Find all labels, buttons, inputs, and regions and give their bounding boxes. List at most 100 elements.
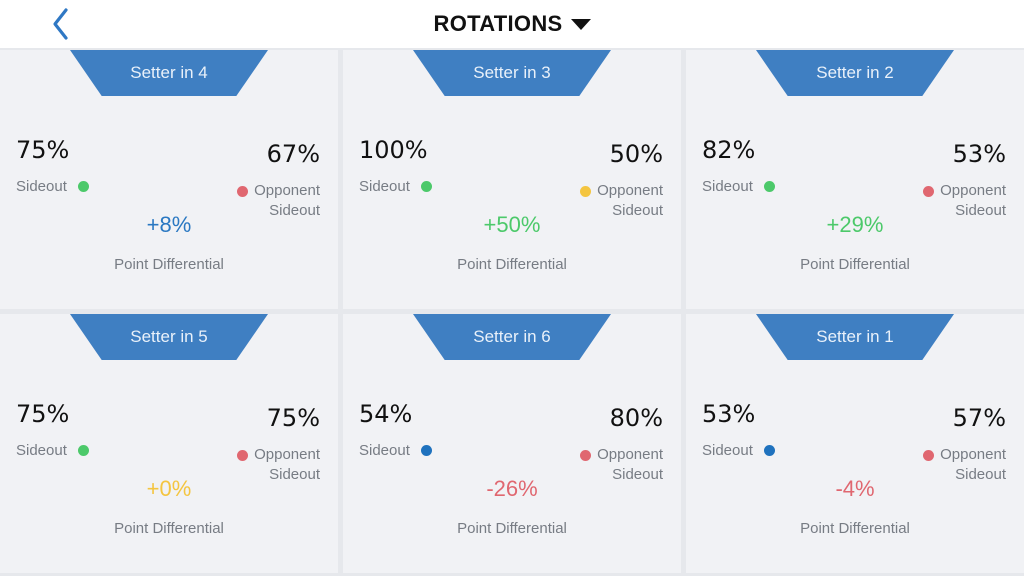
opponent-sideout-label: Opponent Sideout xyxy=(237,181,320,221)
rotation-card-setter-1[interactable]: Setter in 1 53% Sideout 57% Opponent Sid… xyxy=(686,314,1024,573)
opponent-sideout-stat: 80% xyxy=(610,404,663,432)
rotation-card-setter-6[interactable]: Setter in 6 54% Sideout 80% Opponent Sid… xyxy=(343,314,681,573)
opponent-sideout-label: Opponent Sideout xyxy=(580,445,663,485)
sideout-label-row: Sideout xyxy=(702,442,775,459)
opponent-dot-icon xyxy=(923,449,935,461)
title-area: ROTATIONS xyxy=(0,0,1024,48)
point-differential-label: Point Differential xyxy=(114,520,224,537)
sideout-stat: 53% xyxy=(702,400,755,428)
point-differential-value: +29% xyxy=(826,212,884,237)
rotation-card-setter-3[interactable]: Setter in 3 100% Sideout 50% Opponent Si… xyxy=(343,50,681,309)
opponent-sideout-value: 53% xyxy=(952,140,1006,168)
sideout-stat: 75% xyxy=(16,400,69,428)
opponent-sideout-value: 67% xyxy=(266,140,320,168)
caret-down-icon xyxy=(570,18,591,30)
rotation-title: Setter in 1 xyxy=(816,327,894,346)
rotations-menu-button[interactable]: ROTATIONS xyxy=(434,11,591,37)
opponent-dot-icon xyxy=(923,185,935,197)
opponent-label-line2: Sideout xyxy=(955,466,1006,483)
opponent-sideout-stat: 75% xyxy=(267,404,320,432)
opponent-sideout-label: Opponent Sideout xyxy=(580,181,663,221)
rotation-card-setter-2[interactable]: Setter in 2 82% Sideout 53% Opponent Sid… xyxy=(686,50,1024,309)
opponent-sideout-label: Opponent Sideout xyxy=(237,445,320,485)
opponent-dot-icon xyxy=(580,449,592,461)
opponent-sideout-stat: 50% xyxy=(610,140,663,168)
sideout-value: 75% xyxy=(16,136,70,164)
sideout-label: Sideout xyxy=(16,178,67,195)
point-differential-label: Point Differential xyxy=(800,256,910,273)
opponent-label-line1: Opponent xyxy=(597,182,663,199)
rotation-title: Setter in 3 xyxy=(473,63,551,82)
sideout-label: Sideout xyxy=(16,442,67,459)
opponent-label-line2: Sideout xyxy=(612,466,663,483)
opponent-label-line2: Sideout xyxy=(269,466,320,483)
opponent-label-line2: Sideout xyxy=(955,202,1006,219)
rotations-grid: Setter in 4 75% Sideout 67% Opponent Sid… xyxy=(0,48,1024,576)
sideout-dot-icon xyxy=(420,445,432,456)
opponent-sideout-value: 57% xyxy=(952,404,1006,432)
point-differential-label: Point Differential xyxy=(457,256,567,273)
point-differential-label: Point Differential xyxy=(114,256,224,273)
opponent-label-line1: Opponent xyxy=(940,446,1006,463)
back-button[interactable] xyxy=(44,6,80,42)
opponent-sideout-label: Opponent Sideout xyxy=(923,181,1006,221)
rotation-title: Setter in 2 xyxy=(816,63,894,82)
opponent-sideout-stat: 53% xyxy=(953,140,1006,168)
opponent-dot-icon xyxy=(237,185,249,197)
sideout-label-row: Sideout xyxy=(16,178,89,195)
sideout-stat: 54% xyxy=(359,400,412,428)
rotation-tab: Setter in 5 xyxy=(70,314,268,360)
chevron-left-icon xyxy=(53,8,68,40)
rotation-card-setter-4[interactable]: Setter in 4 75% Sideout 67% Opponent Sid… xyxy=(0,50,338,309)
sideout-label-row: Sideout xyxy=(16,442,89,459)
opponent-label-line1: Opponent xyxy=(254,182,320,199)
sideout-stat: 82% xyxy=(702,136,755,164)
rotation-title: Setter in 4 xyxy=(130,63,208,82)
sideout-value: 82% xyxy=(702,136,756,164)
sideout-dot-icon xyxy=(77,181,89,192)
sideout-stat: 75% xyxy=(16,136,69,164)
rotation-card-setter-5[interactable]: Setter in 5 75% Sideout 75% Opponent Sid… xyxy=(0,314,338,573)
sideout-dot-icon xyxy=(763,445,775,456)
opponent-sideout-stat: 57% xyxy=(953,404,1006,432)
opponent-label-line1: Opponent xyxy=(254,446,320,463)
opponent-label-line2: Sideout xyxy=(612,202,663,219)
sideout-label: Sideout xyxy=(359,442,410,459)
opponent-dot-icon xyxy=(237,449,249,461)
rotation-title: Setter in 5 xyxy=(130,327,208,346)
point-differential-value: -4% xyxy=(835,476,875,501)
sideout-value: 53% xyxy=(702,400,756,428)
sideout-value: 75% xyxy=(16,400,70,428)
sideout-value: 54% xyxy=(359,400,413,428)
page-title: ROTATIONS xyxy=(433,11,563,36)
rotation-title: Setter in 6 xyxy=(473,327,551,346)
sideout-label-row: Sideout xyxy=(359,178,432,195)
opponent-label-line2: Sideout xyxy=(269,202,320,219)
opponent-sideout-value: 50% xyxy=(609,140,663,168)
point-differential-value: +8% xyxy=(146,212,192,237)
header-bar: ROTATIONS xyxy=(0,0,1024,48)
rotation-tab: Setter in 6 xyxy=(413,314,611,360)
opponent-sideout-label: Opponent Sideout xyxy=(923,445,1006,485)
opponent-label-line1: Opponent xyxy=(940,182,1006,199)
sideout-label: Sideout xyxy=(359,178,410,195)
sideout-label: Sideout xyxy=(702,178,753,195)
sideout-dot-icon xyxy=(763,181,775,192)
point-differential-value: +0% xyxy=(146,476,192,501)
point-differential-label: Point Differential xyxy=(457,520,567,537)
opponent-label-line1: Opponent xyxy=(597,446,663,463)
point-differential-value: +50% xyxy=(483,212,541,237)
opponent-sideout-value: 75% xyxy=(266,404,320,432)
sideout-stat: 100% xyxy=(359,136,428,164)
sideout-dot-icon xyxy=(420,181,432,192)
point-differential-value: -26% xyxy=(486,476,538,501)
opponent-dot-icon xyxy=(580,185,592,197)
opponent-sideout-value: 80% xyxy=(609,404,663,432)
rotation-tab: Setter in 4 xyxy=(70,50,268,96)
sideout-label-row: Sideout xyxy=(702,178,775,195)
sideout-label-row: Sideout xyxy=(359,442,432,459)
sideout-dot-icon xyxy=(77,445,89,456)
point-differential-label: Point Differential xyxy=(800,520,910,537)
rotation-tab: Setter in 1 xyxy=(756,314,954,360)
rotation-tab: Setter in 2 xyxy=(756,50,954,96)
